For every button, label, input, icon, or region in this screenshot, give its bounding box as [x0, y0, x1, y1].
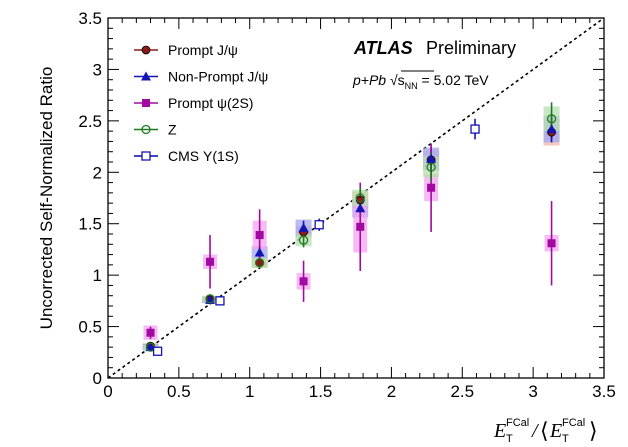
point-z	[546, 114, 557, 124]
axis-ticks	[108, 18, 604, 378]
point-z	[426, 162, 436, 172]
point-non-prompt-j	[355, 203, 366, 213]
x-tick-label: 0.5	[167, 382, 191, 401]
point-non-prompt-j	[298, 222, 309, 232]
point-prompt-2s	[255, 231, 264, 240]
point-z	[254, 258, 265, 268]
y-tick-label: 0.5	[78, 318, 102, 337]
y-tick-label: 2	[93, 163, 102, 182]
y-axis-label: Uncorrected Self-Normalized Ratio	[37, 67, 56, 330]
legend-label-prompt-2s: Prompt ψ(2S)	[168, 95, 253, 111]
legend-marker-prompt-j	[141, 45, 151, 55]
point-non-prompt-j	[426, 153, 437, 163]
collision-energy: = 5.02 TeV	[418, 72, 490, 88]
point-z	[298, 235, 309, 245]
error-bars	[149, 102, 553, 351]
legend-label-non-prompt-j: Non-Prompt J/ψ	[168, 69, 268, 85]
point-z	[205, 294, 215, 304]
legend-marker-cms-1s	[141, 151, 151, 161]
point-z	[355, 193, 365, 203]
point-prompt-2s	[206, 257, 215, 266]
data-markers	[145, 114, 557, 356]
x-label-superscript-inner: FCal	[562, 417, 585, 429]
x-label-symbol: E	[493, 420, 506, 442]
x-tick-label: 2	[387, 382, 396, 401]
x-tick-label: 3.5	[592, 382, 616, 401]
legend-marker-non-prompt-j	[141, 71, 151, 81]
point-prompt-2s	[547, 239, 556, 248]
sqrt-symbol: √	[390, 72, 398, 88]
x-tick-label: 2.5	[450, 382, 474, 401]
x-axis-label: E T FCal / ⟨ E T FCal ⟩	[493, 417, 598, 445]
x-tick-label: 0	[103, 382, 112, 401]
legend-label-prompt-j: Prompt J/ψ	[168, 42, 238, 58]
svg-text:p+Pb √sNN = 5.02 TeV: p+Pb √sNN = 5.02 TeV	[352, 72, 489, 91]
legend-label-z: Z	[168, 122, 177, 138]
atlas-label: ATLAS	[353, 38, 413, 58]
point-non-prompt-j	[254, 247, 265, 257]
x-label-close-bracket: ⟩	[589, 418, 598, 443]
preliminary-label: Preliminary	[426, 38, 516, 58]
point-prompt-2s	[146, 328, 155, 337]
legend-label-cms-1s: CMS Υ(1S)	[168, 148, 239, 164]
point-prompt-2s	[427, 183, 436, 192]
point-cms-1s	[470, 124, 480, 134]
collision-annotation: p+Pb √sNN = 5.02 TeV	[352, 70, 489, 91]
x-label-slash: /	[531, 420, 540, 442]
legend: Prompt J/ψ Non-Prompt J/ψ Prompt ψ(2S) Z CMS…	[134, 42, 268, 164]
point-cms-1s	[314, 220, 324, 230]
y-tick-label: 2.5	[78, 112, 102, 131]
y-tick-label: 3.5	[78, 9, 102, 28]
sqrt-s: s	[398, 72, 405, 88]
x-label-open-bracket: ⟨	[540, 418, 549, 443]
tick-labels: 0 0.5 1 1.5 2 2.5 3 3.5 0 0.5 1 1.5 2 2.5 3 3.5	[78, 9, 615, 401]
y-tick-label: 1.5	[78, 215, 102, 234]
point-prompt-2s	[356, 222, 365, 231]
point-cms-1s	[152, 346, 163, 356]
point-prompt-2s	[299, 277, 308, 286]
collision-prefix: p+Pb	[352, 72, 390, 88]
systematic-boxes	[142, 106, 560, 351]
x-label-superscript: FCal	[506, 417, 529, 429]
atlas-annotation: ATLAS Preliminary	[353, 38, 516, 58]
legend-marker-z	[141, 124, 151, 135]
x-label-subscript: T	[506, 433, 513, 445]
sqrt-sub: NN	[405, 81, 418, 91]
y-tick-label: 3	[93, 60, 102, 79]
legend-marker-prompt-2s	[142, 99, 150, 107]
point-cms-1s	[215, 296, 225, 306]
x-tick-label: 1	[245, 382, 254, 401]
point-non-prompt-j	[546, 124, 557, 134]
x-tick-label: 3	[528, 382, 537, 401]
x-tick-label: 1.5	[309, 382, 333, 401]
x-label-subscript-inner: T	[562, 433, 569, 445]
x-label-symbol-inner: E	[549, 420, 562, 442]
y-tick-label: 1	[93, 266, 102, 285]
y-tick-label: 0	[93, 369, 102, 388]
plot-frame	[107, 17, 605, 379]
